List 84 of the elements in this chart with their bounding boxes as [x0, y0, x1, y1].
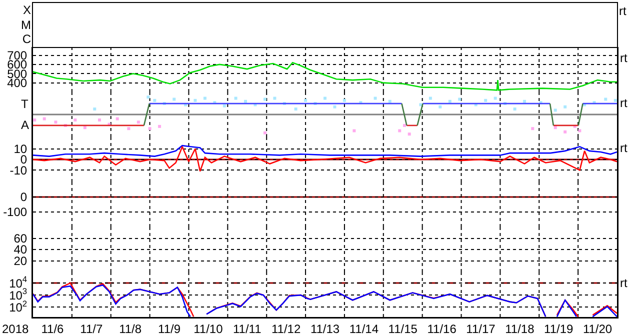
point: [136, 120, 140, 124]
point: [604, 98, 608, 101]
x-tick-label: 11/17: [466, 322, 496, 334]
point: [333, 105, 336, 108]
point: [146, 96, 150, 99]
point: [564, 105, 567, 108]
x-tick-label: 11/8: [119, 322, 142, 334]
text: rt: [620, 276, 628, 290]
y-tick-label: 60: [14, 231, 28, 246]
point: [158, 124, 162, 128]
point: [42, 117, 46, 120]
x-tick-label: 11/7: [80, 322, 103, 334]
y-tick-label: 10$^{2}$: [9, 298, 28, 314]
point: [116, 117, 119, 120]
x-tick-label: 11/13: [310, 322, 340, 334]
point: [419, 103, 422, 106]
point: [263, 131, 266, 134]
point: [324, 96, 326, 100]
x-tick-label: 11/11: [233, 322, 262, 334]
point: [127, 127, 130, 130]
point: [203, 96, 206, 100]
point: [554, 108, 557, 112]
x-tick-label: 11/18: [505, 322, 535, 334]
text: rt: [620, 141, 628, 155]
point: [448, 100, 452, 103]
x-tick-label: 11/19: [544, 322, 574, 334]
point: [374, 96, 377, 100]
point: [222, 104, 226, 108]
text: C: [22, 32, 31, 46]
y-tick-label: 0: [20, 190, 28, 204]
point: [33, 118, 36, 122]
x-tick-label: 11/10: [194, 322, 224, 334]
text: A: [21, 118, 30, 132]
point: [244, 100, 248, 103]
point: [194, 98, 197, 102]
point: [294, 108, 298, 111]
point: [458, 98, 462, 101]
x-tick-label: 11/15: [388, 322, 418, 334]
x-tick-label: 11/9: [158, 322, 181, 334]
point: [98, 118, 102, 122]
text: T: [21, 97, 29, 111]
point: [564, 130, 567, 134]
point: [172, 98, 176, 101]
x-axis-title: 2018: [2, 322, 30, 334]
point: [263, 98, 266, 101]
point: [148, 127, 152, 130]
x-tick-label: 11/16: [427, 322, 457, 334]
point: [398, 129, 402, 132]
point: [578, 129, 582, 132]
text: X: [22, 3, 31, 18]
point: [352, 129, 356, 132]
point: [523, 100, 526, 103]
point: [93, 108, 96, 111]
y-tick-label: -100: [3, 205, 28, 220]
text: rt: [619, 4, 626, 18]
x-tick-label: 11/6: [41, 322, 64, 334]
point: [614, 98, 617, 102]
line-series: [33, 144, 617, 157]
line-series: [33, 62, 617, 91]
point: [54, 120, 58, 124]
text: M: [21, 18, 31, 32]
point: [428, 96, 432, 100]
point: [402, 124, 406, 127]
point: [153, 98, 156, 102]
point: [408, 132, 411, 136]
x-tick-label: 11/20: [582, 322, 612, 334]
point: [342, 98, 346, 102]
point: [554, 126, 557, 130]
point: [74, 118, 77, 122]
point: [484, 98, 488, 102]
point: [388, 100, 392, 103]
point: [304, 98, 308, 102]
point: [83, 126, 86, 130]
point: [234, 96, 238, 100]
point: [531, 127, 534, 130]
point: [273, 96, 276, 100]
text: rt: [620, 96, 628, 110]
x-tick-label: 11/14: [349, 322, 379, 334]
text: rt: [620, 51, 628, 65]
point: [438, 105, 442, 108]
point: [494, 96, 497, 100]
line-series: [33, 146, 617, 172]
point: [513, 108, 516, 111]
x-tick-label: 11/12: [272, 322, 301, 334]
